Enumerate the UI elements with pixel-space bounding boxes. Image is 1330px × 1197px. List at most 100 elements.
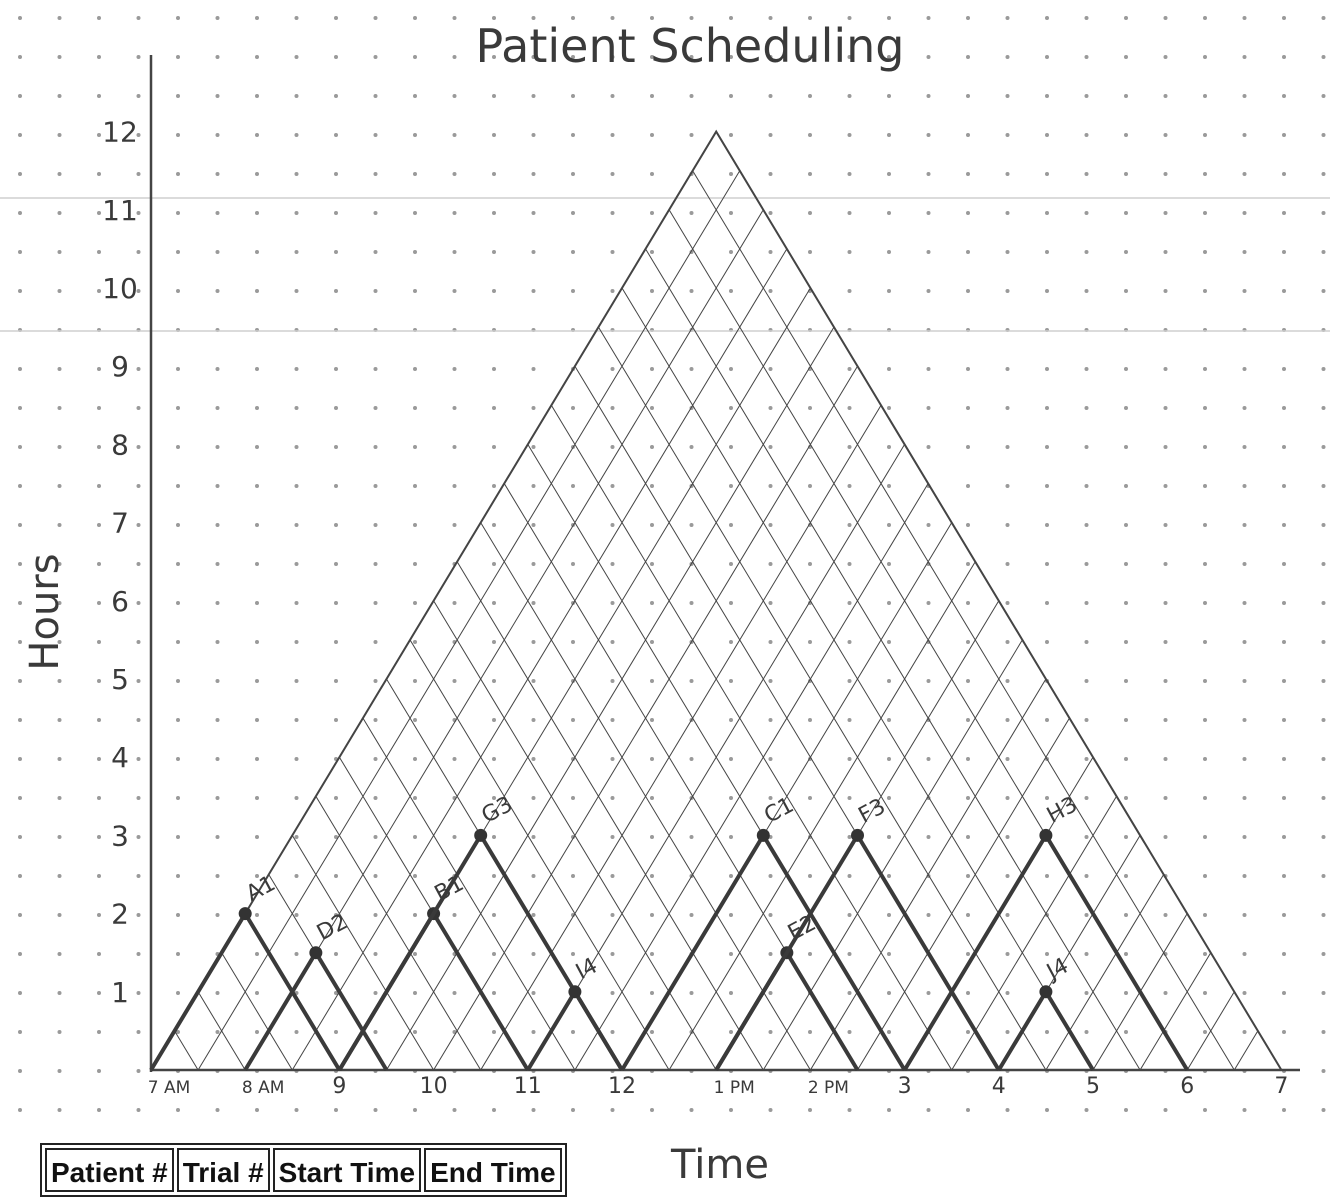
grid-dot bbox=[531, 289, 536, 293]
peak-point bbox=[1039, 828, 1053, 842]
grid-dot bbox=[768, 172, 773, 176]
grid-dot bbox=[452, 172, 457, 176]
grid-dot bbox=[1005, 1030, 1010, 1034]
grid-line-falling bbox=[221, 952, 293, 1071]
x-tick-label: 8 AM bbox=[242, 1078, 285, 1098]
grid-dot bbox=[413, 991, 417, 995]
grid-dot bbox=[57, 367, 62, 371]
grid-dot bbox=[808, 952, 812, 956]
grid-dot bbox=[1282, 484, 1286, 488]
grid-dot bbox=[571, 94, 575, 98]
y-tick-label: 7 bbox=[111, 507, 129, 540]
grid-dot bbox=[215, 289, 220, 293]
grid-dot bbox=[1282, 211, 1286, 215]
grid-dot bbox=[847, 952, 852, 956]
grid-dot bbox=[215, 406, 220, 410]
peak-label: D2 bbox=[313, 909, 352, 946]
grid-dot bbox=[18, 796, 22, 800]
y-tick-label: 11 bbox=[102, 194, 138, 227]
grid-dot bbox=[334, 16, 338, 20]
grid-dot bbox=[1203, 640, 1207, 644]
grid-dot bbox=[1124, 952, 1128, 956]
grid-dot bbox=[650, 211, 654, 215]
grid-dot bbox=[215, 835, 220, 839]
grid-dot bbox=[1321, 523, 1326, 527]
grid-dot bbox=[966, 874, 970, 878]
grid-dot bbox=[1321, 718, 1326, 722]
grid-dot bbox=[334, 523, 338, 527]
grid-dot bbox=[413, 601, 417, 605]
grid-dot bbox=[452, 913, 457, 917]
grid-dot bbox=[334, 484, 338, 488]
grid-dot bbox=[57, 562, 62, 566]
grid-dot bbox=[57, 445, 62, 449]
grid-dot bbox=[492, 991, 496, 995]
grid-dot bbox=[531, 250, 536, 254]
grid-dot bbox=[255, 991, 259, 995]
grid-dot bbox=[413, 133, 417, 137]
grid-dot bbox=[1084, 913, 1089, 917]
grid-dot bbox=[650, 367, 654, 371]
grid-dot bbox=[176, 757, 180, 761]
grid-dot bbox=[610, 16, 615, 20]
grid-dot bbox=[571, 718, 575, 722]
grid-dot bbox=[1203, 211, 1207, 215]
grid-dot bbox=[531, 172, 536, 176]
grid-dot bbox=[1084, 757, 1089, 761]
grid-dot bbox=[452, 991, 457, 995]
grid-dot bbox=[1005, 445, 1010, 449]
grid-dot bbox=[847, 16, 852, 20]
grid-dot bbox=[847, 445, 852, 449]
grid-dot bbox=[373, 1108, 378, 1112]
grid-dot bbox=[176, 679, 180, 683]
grid-dot bbox=[413, 55, 417, 59]
grid-dot bbox=[452, 211, 457, 215]
grid-dot bbox=[1242, 16, 1247, 20]
grid-dot bbox=[18, 523, 22, 527]
grid-line-falling bbox=[692, 170, 1235, 1071]
grid-dot bbox=[18, 484, 22, 488]
grid-dot bbox=[1242, 991, 1247, 995]
grid-dot bbox=[650, 445, 654, 449]
grid-dot bbox=[215, 913, 220, 917]
grid-dot bbox=[689, 601, 694, 605]
grid-dot bbox=[610, 55, 615, 59]
grid-dot bbox=[689, 835, 694, 839]
grid-dot bbox=[531, 133, 536, 137]
grid-dot bbox=[334, 874, 338, 878]
peak-line bbox=[526, 989, 624, 1072]
grid-dot bbox=[1163, 94, 1168, 98]
grid-dot bbox=[373, 250, 378, 254]
grid-dot bbox=[887, 1108, 891, 1112]
grid-dot bbox=[610, 718, 615, 722]
grid-dot bbox=[176, 913, 180, 917]
peak-line bbox=[714, 833, 1001, 1072]
grid-dot bbox=[452, 484, 457, 488]
grid-dot bbox=[531, 94, 536, 98]
grid-dot bbox=[1045, 1030, 1049, 1034]
grid-dot bbox=[1242, 640, 1247, 644]
grid-dot bbox=[1282, 523, 1286, 527]
grid-dot bbox=[887, 289, 891, 293]
grid-dot bbox=[847, 211, 852, 215]
grid-dot bbox=[492, 445, 496, 449]
grid-dot bbox=[215, 679, 220, 683]
grid-dot bbox=[97, 94, 101, 98]
grid-dot bbox=[373, 289, 378, 293]
grid-line-falling bbox=[550, 405, 953, 1071]
grid-dot bbox=[1163, 172, 1168, 176]
grid-dot bbox=[492, 796, 496, 800]
grid-dot bbox=[610, 289, 615, 293]
grid-dot bbox=[18, 1108, 22, 1112]
grid-dot bbox=[413, 562, 417, 566]
grid-dot bbox=[531, 406, 536, 410]
grid-dot bbox=[1084, 55, 1089, 59]
grid-dot bbox=[294, 874, 299, 878]
x-tick-label: 6 bbox=[1180, 1074, 1194, 1099]
grid-dot bbox=[334, 718, 338, 722]
grid-dot bbox=[255, 718, 259, 722]
grid-dot bbox=[887, 523, 891, 527]
grid-dot bbox=[1321, 94, 1326, 98]
grid-dot bbox=[1321, 133, 1326, 137]
grid-dot bbox=[1321, 835, 1326, 839]
